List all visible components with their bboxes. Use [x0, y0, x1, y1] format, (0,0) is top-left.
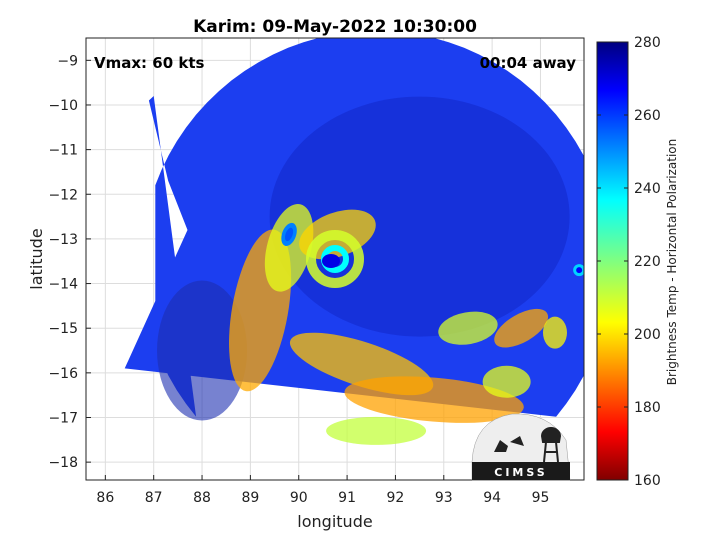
cimss-logo: CIMSS [471, 413, 571, 481]
east-cold-core [576, 267, 583, 274]
y-tick-label: −18 [48, 455, 78, 471]
x-axis-ticks: 86 87 88 89 90 91 92 93 94 95 [96, 475, 549, 506]
x-tick-label: 86 [96, 490, 114, 506]
colorbar-label: Brightness Temp - Horizontal Polarizatio… [665, 139, 679, 386]
plot-frame [85, 37, 585, 481]
y-tick-label: −12 [48, 187, 78, 203]
western-edge-region [157, 280, 248, 421]
rainband-blob [326, 416, 427, 445]
swath-texture [157, 96, 584, 445]
rainband-blob [494, 308, 549, 348]
colorbar-tick-label: 200 [634, 327, 661, 343]
y-axis-ticks: −9 −10 −11 −12 −13 −14 −15 −16 −17 −18 [48, 53, 91, 471]
time-offset-label: 00:04 away [480, 54, 577, 72]
eye-cold-spot [322, 254, 340, 268]
water-tower-icon [540, 427, 562, 463]
y-tick-label: −9 [57, 53, 78, 69]
satellite-dish-icon [494, 436, 524, 452]
colorbar-tick-label: 160 [634, 473, 661, 489]
y-tick-label: −17 [48, 410, 78, 426]
rainband-blob [482, 365, 531, 398]
cimss-logo-text: CIMSS [494, 466, 547, 479]
rainband-blob [264, 204, 314, 292]
microwave-swath [124, 38, 584, 445]
colorbar-tick-label: 240 [634, 181, 661, 197]
eyewall-ring [306, 230, 364, 288]
colorbar-ticks: 160 180 200 220 240 260 280 [597, 35, 661, 489]
x-tick-label: 95 [532, 490, 550, 506]
y-tick-label: −13 [48, 232, 78, 248]
x-tick-label: 93 [435, 490, 453, 506]
y-tick-label: −11 [48, 143, 78, 159]
y-tick-label: −15 [48, 321, 78, 337]
y-tick-label: −14 [48, 277, 78, 293]
x-tick-label: 94 [483, 490, 501, 506]
cold-band-core [284, 227, 294, 242]
x-tick-label: 91 [338, 490, 356, 506]
cimss-logo-bar [472, 462, 570, 480]
colorbar-tick-label: 280 [634, 35, 661, 51]
dark-core-region [269, 96, 570, 337]
x-tick-label: 92 [387, 490, 405, 506]
chart-title: Karim: 09-May-2022 10:30:00 [193, 17, 477, 37]
colorbar-tick-label: 260 [634, 108, 661, 124]
x-tick-label: 87 [145, 490, 163, 506]
y-tick-label: −10 [48, 98, 78, 114]
colorbar [596, 41, 629, 481]
colorbar-tick-label: 220 [634, 254, 661, 270]
y-tick-label: −16 [48, 366, 78, 382]
rainband-blob [542, 316, 567, 349]
vmax-label: Vmax: 60 kts [94, 54, 204, 72]
x-tick-label: 89 [241, 490, 259, 506]
y-axis-label: latitude [27, 228, 46, 289]
x-tick-label: 88 [193, 490, 211, 506]
colorbar-tick-label: 180 [634, 400, 661, 416]
x-axis-label: longitude [297, 512, 372, 531]
x-tick-label: 90 [290, 490, 308, 506]
rainband-blob [344, 376, 524, 423]
rainband-blob [438, 311, 498, 345]
